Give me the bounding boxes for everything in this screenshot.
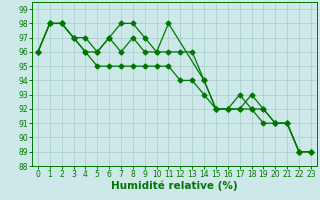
X-axis label: Humidité relative (%): Humidité relative (%) xyxy=(111,181,238,191)
